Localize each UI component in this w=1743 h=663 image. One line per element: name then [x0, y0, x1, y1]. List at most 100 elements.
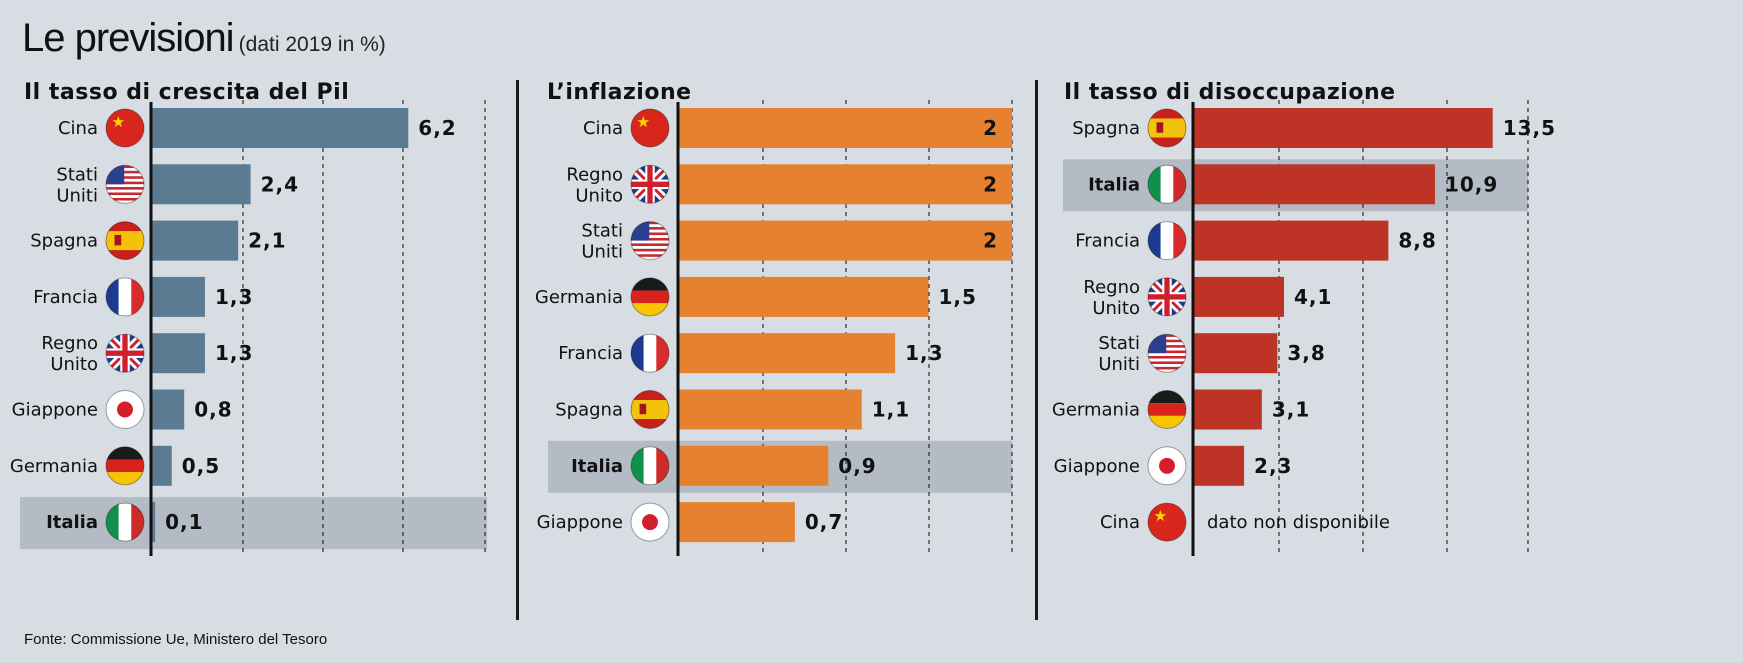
highlight-row: [20, 497, 487, 550]
value-label: 3,1: [1272, 398, 1310, 422]
category-label: Stati Uniti: [56, 164, 98, 206]
category-label: Italia: [46, 512, 98, 533]
flag-uk-icon: [105, 333, 145, 373]
bar: [678, 333, 896, 374]
value-label: 2,3: [1254, 454, 1292, 478]
flag-france-icon: [630, 333, 670, 373]
flag-france-icon: [105, 277, 145, 317]
value-label: 1,1: [872, 398, 910, 422]
bar: [1193, 276, 1285, 317]
panel-divider: [1035, 80, 1038, 620]
flag-uk-icon: [630, 164, 670, 204]
category-label: Francia: [33, 287, 98, 308]
value-label: 2: [983, 172, 998, 196]
bar: [1193, 164, 1435, 205]
source-note: Fonte: Commissione Ue, Ministero del Tes…: [24, 631, 328, 648]
flag-germany-icon: [630, 277, 670, 317]
value-label: 0,8: [194, 398, 232, 422]
category-label: Regno Unito: [1083, 277, 1140, 319]
category-label: Italia: [571, 456, 623, 477]
flag-italy-icon: [630, 446, 670, 486]
inflation-panel-title: L’inflazione: [547, 80, 692, 105]
panel-divider: [516, 80, 519, 620]
chart-heading: Le previsioni (dati 2019 in %): [22, 16, 386, 61]
value-label: 8,8: [1398, 229, 1436, 253]
bar: [151, 220, 239, 261]
value-label: 0,5: [182, 454, 220, 478]
bar: [678, 276, 929, 317]
category-label: Stati Uniti: [581, 221, 623, 263]
bar: [151, 502, 156, 543]
value-label: 1,3: [215, 285, 253, 309]
value-label: 0,1: [165, 510, 203, 534]
value-label: 4,1: [1294, 285, 1332, 309]
flag-spain-icon: [105, 221, 145, 261]
category-label: Giappone: [12, 400, 98, 421]
bar: [1193, 445, 1245, 486]
flag-usa-icon: [105, 164, 145, 204]
flag-japan-icon: [630, 502, 670, 542]
value-label: 2: [983, 116, 998, 140]
category-label: Regno Unito: [566, 164, 623, 206]
bar: [151, 389, 185, 430]
category-label: Regno Unito: [41, 333, 98, 375]
flag-china-icon: ★: [1147, 502, 1187, 542]
category-label: Spagna: [555, 400, 623, 421]
value-label: 2,4: [261, 172, 299, 196]
flag-italy-icon: [105, 502, 145, 542]
bar: [678, 389, 862, 430]
bar: [151, 276, 205, 317]
value-label: 2: [983, 229, 998, 253]
svg-text:★: ★: [112, 113, 126, 131]
bar: [151, 108, 409, 148]
flag-france-icon: [1147, 221, 1187, 261]
svg-text:★: ★: [637, 113, 651, 131]
page-title: Le previsioni: [22, 16, 235, 60]
bar: [678, 220, 1012, 261]
value-label: 1,5: [939, 285, 977, 309]
bar: [151, 164, 251, 205]
value-label: dato non disponibile: [1207, 512, 1390, 533]
unemployment-panel-title: Il tasso di disoccupazione: [1064, 80, 1396, 105]
value-label: 3,8: [1287, 341, 1325, 365]
flag-china-icon: ★: [105, 108, 145, 148]
bar: [678, 108, 1012, 148]
category-label: Giappone: [1054, 456, 1140, 477]
flag-japan-icon: [1147, 446, 1187, 486]
value-label: 0,7: [805, 510, 843, 534]
category-label: Francia: [558, 343, 623, 364]
value-label: 10,9: [1445, 172, 1498, 196]
category-label: Italia: [1088, 174, 1140, 195]
category-label: Cina: [1100, 512, 1140, 533]
gdp-panel-title: Il tasso di crescita del Pil: [24, 80, 350, 105]
value-label: 2,1: [248, 229, 286, 253]
category-label: Francia: [1075, 231, 1140, 252]
value-label: 0,9: [838, 454, 876, 478]
bar: [151, 445, 172, 486]
flag-germany-icon: [1147, 390, 1187, 429]
bar: [678, 502, 795, 543]
page-subtitle: (dati 2019 in %): [238, 33, 386, 56]
bar: [1193, 333, 1278, 374]
bar: [678, 445, 829, 486]
value-label: 6,2: [418, 116, 456, 140]
flag-uk-icon: [1147, 277, 1187, 317]
flag-china-icon: ★: [630, 108, 670, 148]
svg-text:★: ★: [1154, 507, 1168, 525]
bar: [678, 164, 1012, 205]
flag-japan-icon: [105, 390, 145, 429]
flag-usa-icon: [1147, 333, 1187, 373]
category-label: Cina: [58, 118, 98, 139]
flag-spain-icon: [1147, 108, 1187, 148]
category-label: Germania: [10, 456, 98, 477]
flag-spain-icon: [630, 390, 670, 429]
value-label: 1,3: [905, 341, 943, 365]
flag-germany-icon: [105, 446, 145, 486]
flag-italy-icon: [1147, 164, 1187, 204]
bar: [151, 333, 205, 374]
category-label: Giappone: [537, 512, 623, 533]
value-label: 1,3: [215, 341, 253, 365]
flag-usa-icon: [630, 221, 670, 261]
value-label: 13,5: [1503, 116, 1556, 140]
